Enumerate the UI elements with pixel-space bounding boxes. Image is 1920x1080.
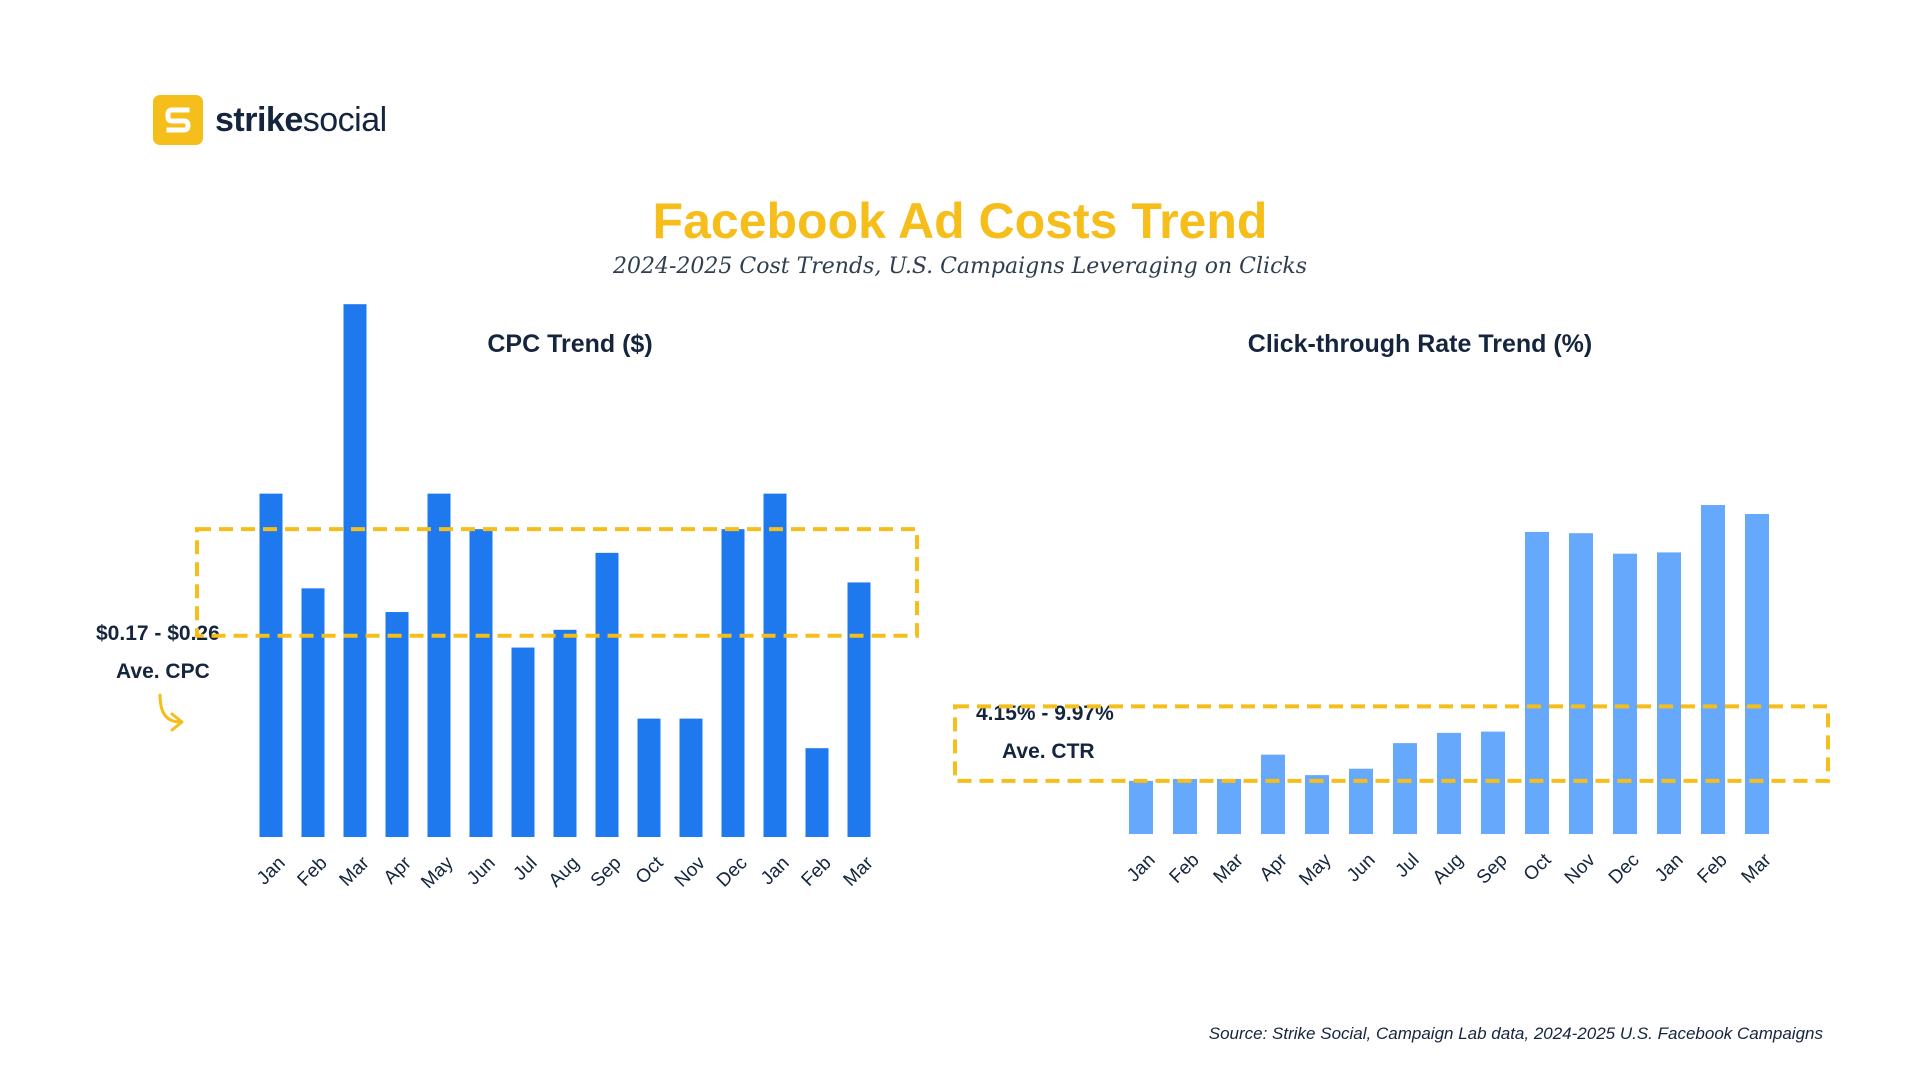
ctr-bar-13 [1657,552,1681,834]
ctr-bar-4 [1261,754,1285,834]
ctr-bar-8 [1437,732,1461,834]
ctr-range-band [953,704,1830,783]
ctr-x-tick-label: Dec [1605,850,1644,889]
ctr-bar-11 [1569,533,1593,834]
cpc-range-band [195,527,919,638]
ctr-x-tick-label: Mar [1210,849,1248,887]
brand-logo: strikesocial [153,95,387,145]
cpc-x-tick-label: Mar [336,852,374,890]
cpc-average-label: Ave. CPC [116,660,210,683]
cpc-bar-1 [259,493,283,837]
ctr-x-tick-label: Feb [1166,850,1204,888]
strike-social-logo-icon [153,95,203,145]
ctr-x-axis-labels: Jan Feb Mar Apr May Jun Jul Aug Sep Oct Nov Dec Jan F… [1123,849,1776,890]
ctr-chart-title: Click-through Rate Trend (%) [1247,330,1593,358]
page-subtitle: 2024-2025 Cost Trends, U.S. Campaigns Le… [612,254,1308,279]
brand-name-bold: strike [215,100,303,139]
cpc-x-tick-label: Jul [510,853,542,885]
ctr-average-label: Ave. CTR [1002,740,1095,763]
cpc-bar-9 [595,552,619,837]
ctr-x-tick-label: Jan [1651,850,1688,887]
ctr-bar-12 [1613,553,1637,834]
cpc-bar-5 [427,493,451,837]
cpc-x-tick-label: Jun [463,853,500,890]
cpc-bar-10 [637,718,661,837]
ctr-bar-6 [1349,768,1373,834]
cpc-x-axis-labels: Jan Feb Mar Apr May Jun Jul Aug Sep Oct Nov Dec Jan F… [253,852,878,893]
cpc-bar-15 [847,582,871,837]
cpc-bar-7 [511,647,535,837]
cpc-arrow-icon [158,693,184,732]
brand-wordmark: strikesocial [215,101,387,140]
cpc-range-label: $0.17 - $0.26 [96,622,220,645]
cpc-x-tick-label: May [417,852,458,893]
ctr-bar-2 [1173,778,1197,834]
ctr-x-tick-label: Aug [1429,850,1468,889]
cpc-x-tick-label: Jan [757,853,794,890]
ctr-x-tick-label: Feb [1694,850,1732,888]
ctr-x-tick-label: Oct [1520,849,1556,885]
cpc-bar-6 [469,529,493,837]
cpc-x-tick-label: Nov [671,852,710,891]
ctr-x-tick-label: Sep [1473,850,1512,889]
cpc-bar-13 [763,493,787,837]
ctr-x-tick-label: Jul [1392,850,1424,882]
cpc-chart-title: CPC Trend ($) [487,330,653,358]
ctr-bar-7 [1393,743,1417,834]
cpc-bar-14 [805,748,829,837]
cpc-x-tick-label: Aug [545,853,584,892]
ctr-x-tick-label: Mar [1738,849,1776,887]
ctr-bar-10 [1525,531,1549,834]
ctr-bar-5 [1305,775,1329,834]
cpc-bar-8 [553,629,577,837]
ctr-bar-14 [1701,505,1725,834]
cpc-bar-3 [343,304,367,837]
ctr-x-tick-label: Jun [1343,850,1380,887]
cpc-bar-group [259,304,871,837]
cpc-x-tick-label: Feb [798,853,836,891]
cpc-bar-4 [385,612,409,837]
page-title: Facebook Ad Costs Trend [652,193,1268,249]
cpc-x-tick-label: Mar [840,852,878,890]
cpc-x-tick-label: Sep [587,853,626,892]
ctr-bar-15 [1745,514,1769,834]
cpc-x-tick-label: Apr [380,852,416,888]
ctr-x-tick-label: Jan [1123,850,1160,887]
brand-name-regular: social [302,100,387,139]
ctr-bar-1 [1129,780,1153,834]
cpc-bar-12 [721,529,745,837]
ctr-x-tick-label: Nov [1561,849,1600,888]
cpc-bar-2 [301,588,325,837]
cpc-x-tick-label: Oct [632,852,668,888]
ctr-x-tick-label: May [1295,849,1336,890]
ctr-bar-group [1129,505,1769,834]
cpc-bar-11 [679,718,703,837]
cpc-x-tick-label: Dec [713,853,752,892]
cpc-x-tick-label: Jan [253,853,290,890]
ctr-bar-3 [1217,778,1241,834]
ctr-x-tick-label: Apr [1256,849,1292,885]
cpc-x-tick-label: Feb [294,853,332,891]
source-note: Source: Strike Social, Campaign Lab data… [1208,1024,1823,1043]
